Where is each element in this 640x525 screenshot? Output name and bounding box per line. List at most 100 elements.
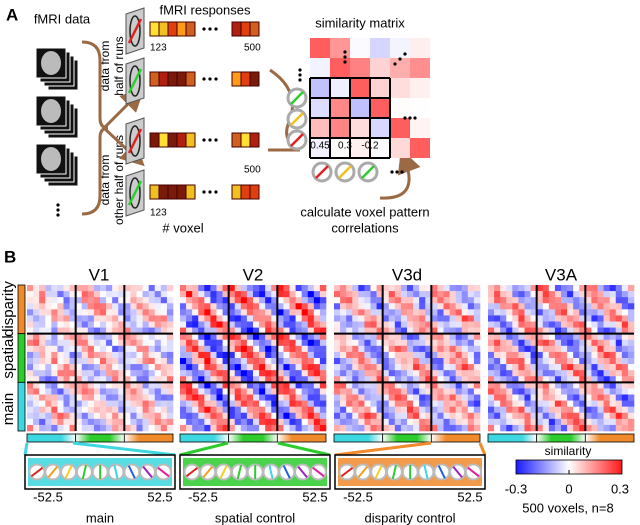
- heatmap-cell: [334, 351, 341, 359]
- condition-bar: [333, 433, 384, 443]
- heatmap-cell: [289, 303, 296, 310]
- heatmap-cell: [524, 333, 531, 341]
- condition-bar: [17, 284, 26, 335]
- heatmap-cell: [512, 358, 519, 365]
- heatmap-cell: [87, 412, 95, 420]
- orientation-bar: [202, 465, 214, 479]
- heatmap-cell: [352, 303, 359, 310]
- heatmap-cell: [45, 303, 52, 310]
- condition-bar: [75, 433, 125, 443]
- heatmap-cell: [536, 388, 544, 395]
- heatmap-cell: [364, 424, 371, 432]
- heatmap-cell: [142, 370, 149, 377]
- heatmap-cell: [431, 406, 438, 414]
- heatmap-cell: [473, 333, 481, 341]
- ellipsis-dot: [56, 213, 60, 217]
- heatmap-cell: [609, 358, 617, 365]
- heatmap-cell: [69, 394, 76, 401]
- heatmap-cell: [597, 370, 604, 377]
- heatmap-cell: [573, 424, 580, 432]
- heatmap-cell: [100, 364, 107, 371]
- heatmap-cell: [530, 364, 537, 371]
- heatmap-cell: [394, 364, 402, 371]
- heatmap-cell: [567, 406, 574, 414]
- heatmap-cell: [609, 412, 617, 420]
- heatmap-cell: [265, 418, 272, 426]
- heatmap-cell: [124, 315, 131, 322]
- heatmap-cell: [27, 303, 34, 310]
- heatmap-cell: [265, 358, 272, 365]
- heatmap-cell: [283, 303, 290, 310]
- heatmap-cell: [376, 321, 383, 328]
- heatmap-cell: [431, 394, 438, 401]
- heatmap-cell: [234, 400, 242, 407]
- heatmap-cell: [621, 327, 629, 334]
- heatmap-cell: [180, 315, 187, 322]
- heatmap-cell: [621, 345, 629, 353]
- heatmap-cell: [259, 333, 266, 341]
- heatmap-cell: [358, 345, 365, 353]
- heatmap-cell: [265, 376, 272, 383]
- matrix-cell: [330, 38, 350, 58]
- heatmap-cell: [45, 382, 52, 389]
- heatmap-cell: [63, 424, 70, 432]
- heatmap-cell: [567, 285, 574, 292]
- heatmap-cell: [106, 309, 113, 316]
- heatmap-cell: [554, 400, 562, 407]
- heatmap-cell: [382, 321, 390, 328]
- heatmap-cell: [579, 345, 586, 353]
- heatmap-cell: [271, 297, 278, 304]
- ellipsis-dot: [395, 170, 399, 174]
- heatmap-cell: [45, 412, 52, 420]
- heatmap-cell: [319, 291, 327, 298]
- heatmap-cell: [419, 382, 426, 389]
- heatmap-cell: [142, 382, 149, 389]
- heatmap-cell: [388, 345, 396, 353]
- matrix-cell: [330, 138, 350, 158]
- heatmap-cell: [246, 406, 254, 414]
- heatmap-cell: [271, 291, 278, 298]
- heatmap-cell: [124, 400, 131, 407]
- heatmap-cell: [413, 297, 420, 304]
- heatmap-cell: [376, 333, 383, 341]
- heatmap-cell: [319, 364, 327, 371]
- heatmap-cell: [319, 285, 327, 292]
- condition-bar: [179, 433, 230, 443]
- heatmap-cell: [573, 285, 580, 292]
- heatmap-cell: [180, 297, 187, 304]
- heatmap-cell: [413, 303, 420, 310]
- heatmap-cell: [246, 345, 254, 353]
- voxel-end: 500: [244, 43, 261, 54]
- heatmap-cell: [370, 339, 377, 347]
- heatmap-cell: [573, 321, 580, 328]
- heatmap-cell: [160, 351, 168, 359]
- heatmap-cell: [307, 382, 315, 389]
- heatmap-cell: [228, 345, 236, 353]
- heatmap-cell: [615, 382, 623, 389]
- heatmap-cell: [542, 394, 550, 401]
- heatmap-cell: [530, 424, 537, 432]
- heatmap-cell: [467, 412, 475, 420]
- heatmap-cell: [621, 333, 629, 341]
- heatmap-cell: [265, 309, 272, 316]
- heatmap-cell: [148, 364, 156, 371]
- heatmap-cell: [136, 418, 143, 426]
- heatmap-cell: [407, 327, 414, 334]
- heatmap-cell: [449, 424, 456, 432]
- brace: [81, 40, 109, 216]
- heatmap-cell: [554, 376, 562, 383]
- heatmap-cell: [63, 364, 70, 371]
- heatmap-cell: [112, 285, 119, 292]
- heatmap-cell: [283, 400, 290, 407]
- heatmap-cell: [148, 345, 156, 353]
- heatmap-cell: [240, 321, 248, 328]
- heatmap-cell: [449, 315, 456, 322]
- heatmap-cell: [253, 406, 260, 414]
- heatmap-cell: [100, 358, 107, 365]
- heatmap-cell: [449, 364, 456, 371]
- heatmap-cell: [253, 297, 260, 304]
- matrix-cell: [370, 118, 390, 138]
- heatmap-cell: [265, 370, 272, 377]
- heatmap-cell: [39, 406, 46, 414]
- heatmap-cell: [461, 388, 469, 395]
